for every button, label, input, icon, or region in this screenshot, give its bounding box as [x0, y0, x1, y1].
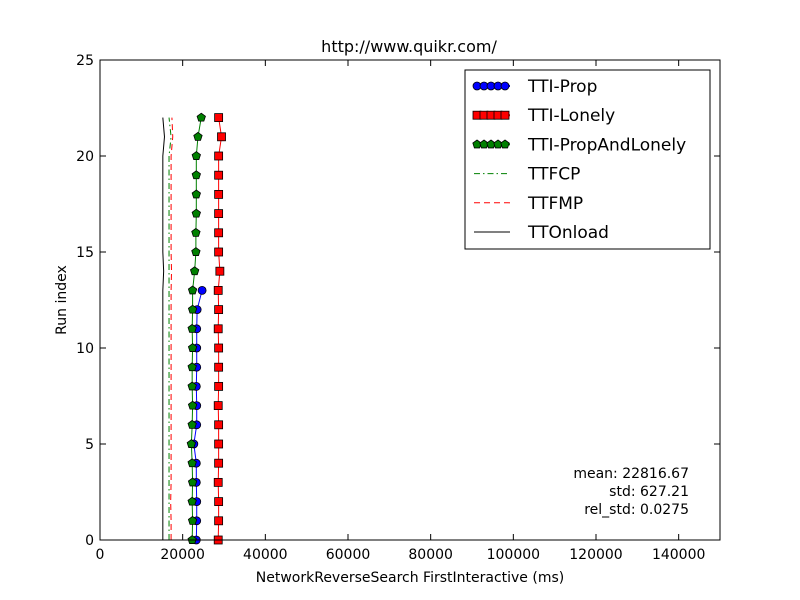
- x-tick-label: 140000: [652, 547, 705, 563]
- legend-label: TTI-Lonely: [527, 106, 615, 126]
- stat-line: mean: 22816.67: [573, 466, 689, 482]
- data-point: [214, 247, 224, 257]
- data-point: [187, 285, 198, 295]
- data-point: [187, 343, 198, 352]
- data-point: [214, 420, 224, 430]
- data-point: [191, 247, 201, 256]
- x-tick-label: 0: [96, 547, 105, 563]
- data-point: [197, 285, 207, 295]
- legend-marker: [500, 81, 510, 91]
- x-axis-label: NetworkReverseSearch FirstInteractive (m…: [256, 570, 564, 586]
- data-point: [214, 170, 224, 180]
- data-point: [215, 266, 225, 276]
- data-point: [213, 477, 223, 487]
- data-point: [213, 401, 223, 411]
- legend-label: TTFMP: [527, 194, 583, 214]
- plot-frame: [99, 59, 721, 541]
- data-point: [214, 189, 224, 199]
- y-tick-label: 25: [76, 53, 94, 69]
- data-point: [187, 458, 197, 468]
- series-ttonload: [162, 117, 165, 540]
- data-point: [214, 516, 224, 526]
- data-point: [217, 132, 226, 142]
- data-point: [191, 170, 201, 180]
- data-point: [214, 343, 224, 353]
- y-axis-label: Run index: [54, 265, 70, 335]
- x-tick-label: 80000: [408, 547, 453, 563]
- data-point: [191, 227, 201, 237]
- data-point: [187, 323, 197, 333]
- legend-label: TTFCP: [527, 165, 580, 185]
- x-tick-label: 40000: [243, 547, 288, 563]
- x-tick-label: 120000: [569, 547, 622, 563]
- series-tti-lonely: [213, 113, 226, 545]
- data-point: [214, 362, 224, 372]
- data-point: [214, 439, 224, 449]
- x-tick-label: 60000: [326, 547, 371, 563]
- y-tick-label: 20: [76, 149, 94, 165]
- y-tick-label: 10: [76, 341, 94, 357]
- data-point: [214, 497, 224, 507]
- series-ttfmp: [170, 117, 174, 540]
- data-point: [187, 496, 197, 506]
- data-point: [187, 362, 197, 372]
- y-tick-label: 5: [85, 437, 94, 453]
- data-point: [214, 305, 224, 315]
- stats-annotation: mean: 22816.67 std: 627.21 rel_std: 0.0275: [573, 466, 689, 518]
- data-point: [193, 131, 203, 141]
- data-point: [187, 515, 198, 525]
- stat-line: rel_std: 0.0275: [584, 502, 689, 518]
- data-point: [187, 477, 198, 487]
- series-line: [170, 117, 174, 540]
- legend: TTI-Prop TTI-Lonely TTI-PropAndLonely TTFCP…: [464, 69, 711, 250]
- data-point: [191, 151, 201, 160]
- legend-label: TTI-PropAndLonely: [527, 135, 686, 155]
- stat-line: std: 627.21: [609, 484, 689, 500]
- legend-label: TTI-Prop: [527, 77, 597, 97]
- data-point: [214, 209, 224, 219]
- y-tick-label: 15: [76, 245, 94, 261]
- data-point: [187, 400, 198, 410]
- legend-marker: [500, 139, 510, 149]
- data-point: [214, 228, 224, 238]
- data-point: [189, 266, 200, 276]
- data-point: [191, 189, 201, 199]
- data-point: [213, 285, 223, 295]
- x-tick-label: 20000: [160, 547, 205, 563]
- plot-area: [162, 112, 226, 545]
- data-point: [191, 208, 201, 218]
- y-tick-label: 0: [85, 533, 94, 549]
- legend-marker: [500, 110, 510, 120]
- data-point: [214, 113, 224, 122]
- series-line: [162, 117, 165, 540]
- chart-title: http://www.quikr.com/: [321, 37, 497, 56]
- data-point: [213, 324, 223, 334]
- data-point: [214, 381, 224, 391]
- series-tti-propandlonely: [186, 112, 206, 544]
- data-point: [187, 304, 198, 314]
- legend-label: TTOnload: [527, 223, 609, 243]
- data-point: [187, 381, 197, 391]
- series-line: [168, 117, 172, 540]
- data-point: [187, 419, 197, 429]
- data-point: [214, 151, 224, 161]
- series-ttfcp: [168, 117, 172, 540]
- legend-box: [464, 69, 711, 250]
- data-point: [196, 112, 206, 122]
- data-point: [186, 439, 197, 448]
- x-tick-label: 100000: [487, 547, 540, 563]
- data-point: [214, 458, 224, 468]
